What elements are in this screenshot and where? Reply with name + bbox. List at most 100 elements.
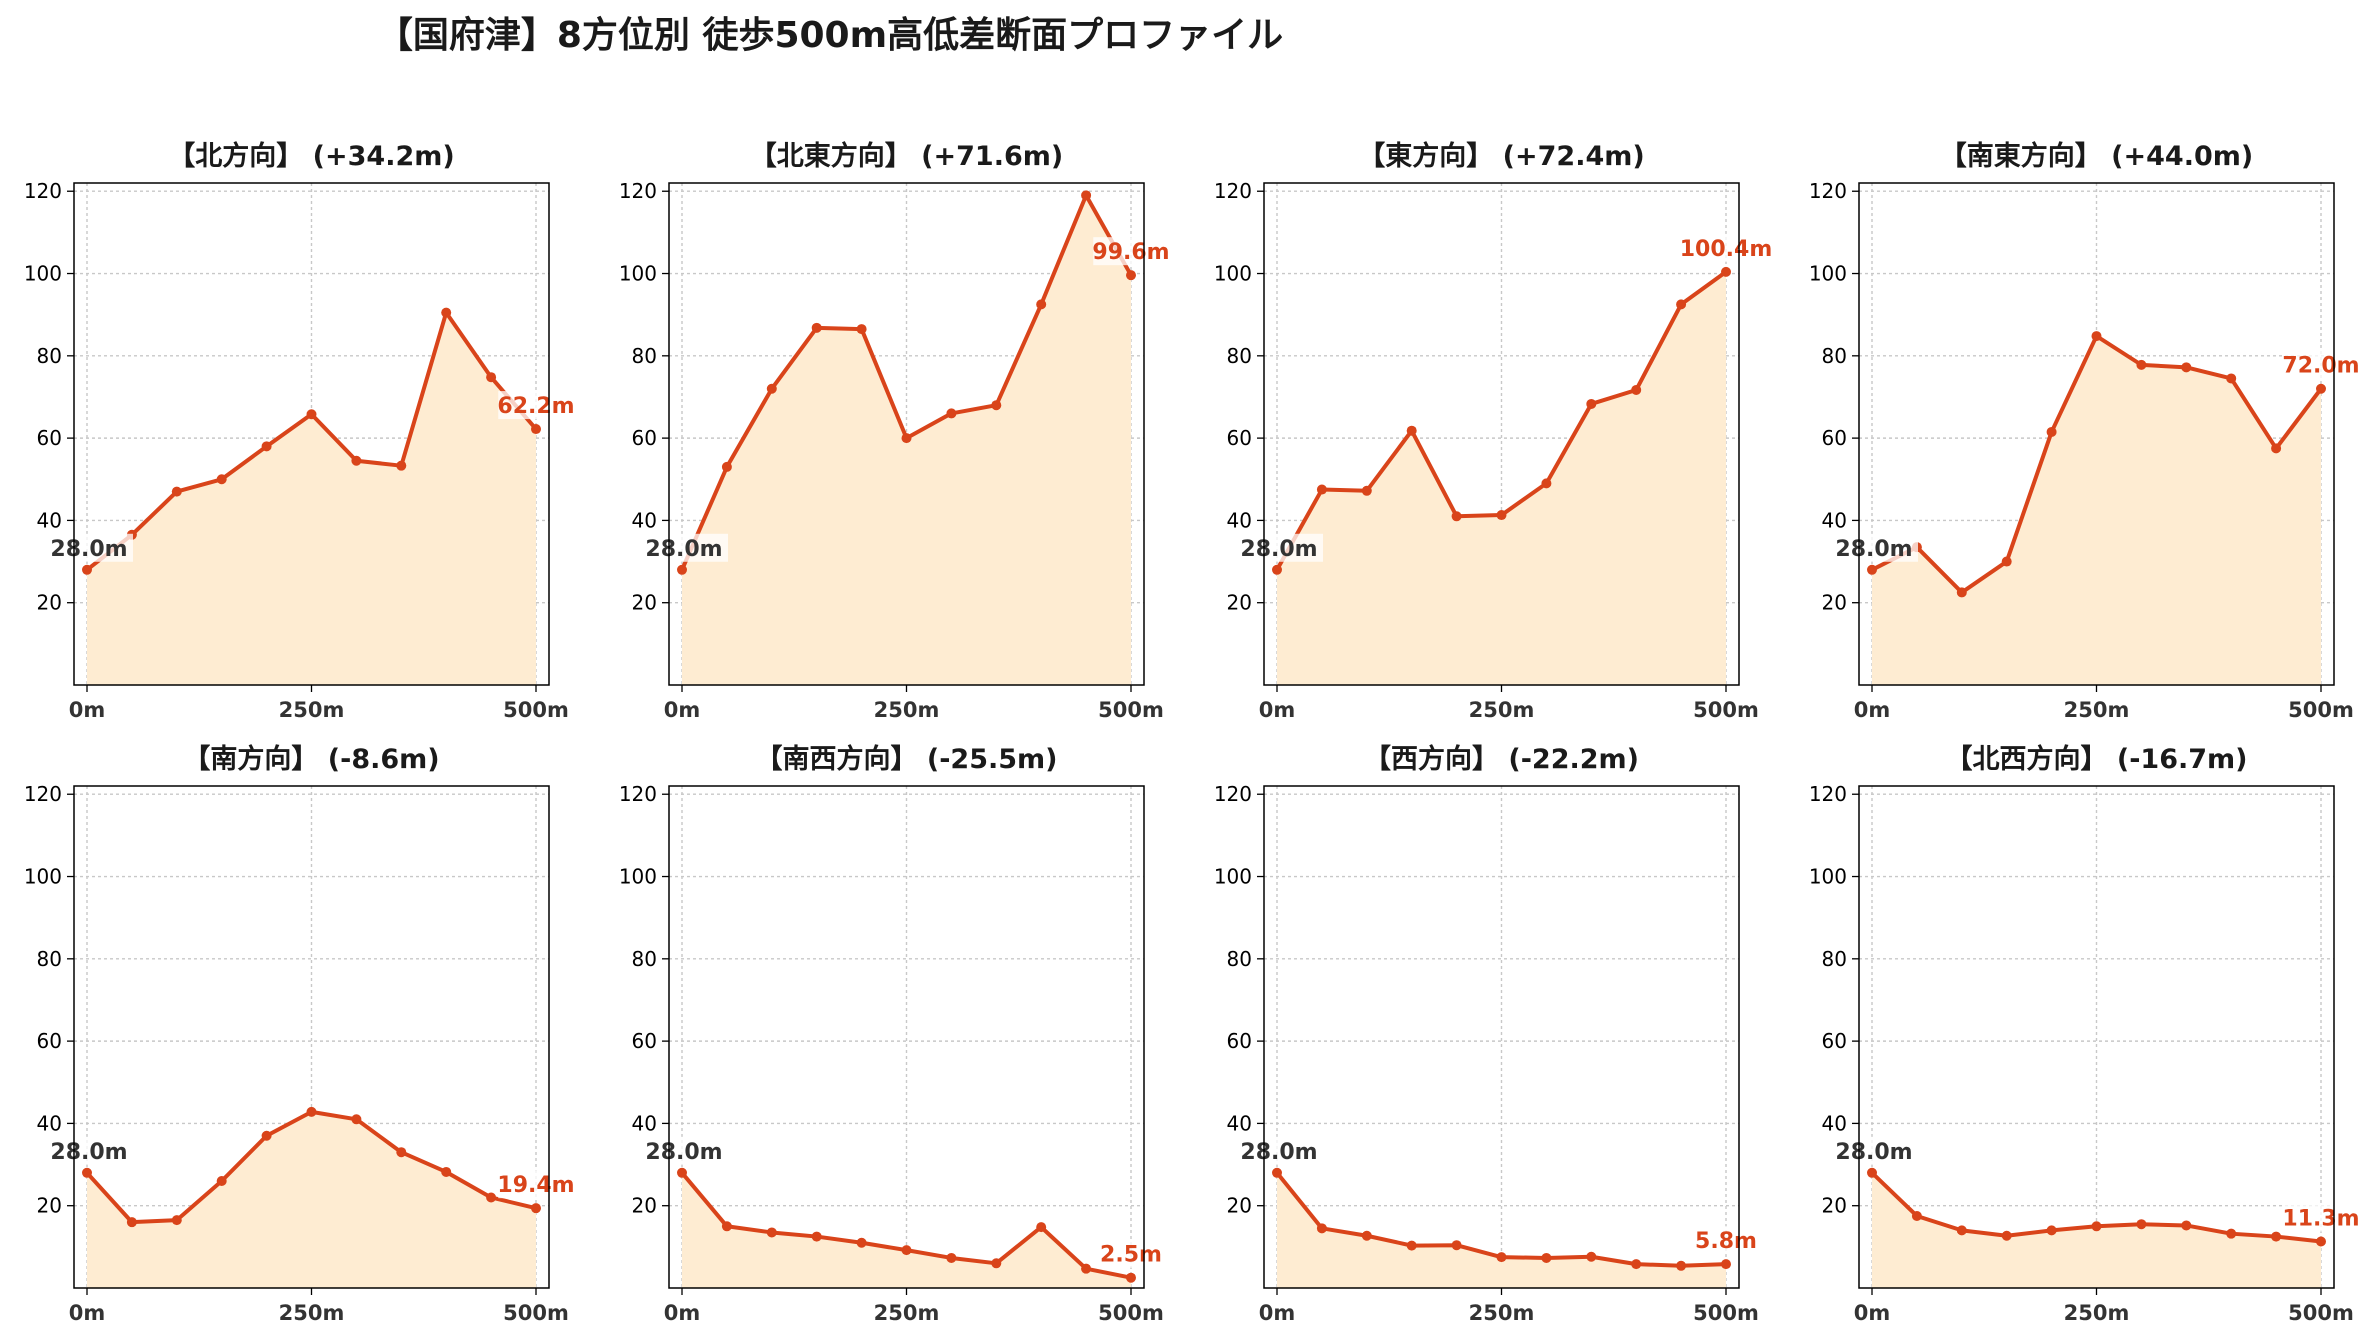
y-tick-label: 20	[37, 591, 62, 615]
start-label-bg	[1834, 533, 1918, 562]
area-fill	[1277, 271, 1726, 685]
data-point	[1956, 587, 1967, 598]
data-point	[2226, 1228, 2237, 1239]
data-point	[1406, 1240, 1417, 1251]
subplot-5: 【南西方向】 (-25.5m) 20 40 60 80 100 120 0m 250m 500m 2…	[619, 743, 1164, 1325]
subplot-2: 【東方向】 (+72.4m) 20 40 60 80 100 120 0m 250m 500m 28…	[1214, 140, 1772, 722]
y-tick-label: 100	[1214, 262, 1252, 286]
y-tick-label: 60	[1822, 1029, 1847, 1053]
x-tick-label: 0m	[1854, 698, 1891, 722]
data-point	[261, 441, 272, 452]
data-point	[1361, 485, 1372, 496]
data-point	[1451, 511, 1462, 522]
x-tick-label: 500m	[2288, 698, 2354, 722]
y-tick-label: 120	[619, 782, 657, 806]
data-point	[531, 1203, 541, 1214]
x-tick-label: 500m	[1693, 1301, 1759, 1325]
data-point	[901, 433, 912, 444]
y-tick-label: 80	[1227, 947, 1252, 971]
data-point	[351, 1114, 362, 1125]
data-point	[856, 1237, 867, 1248]
y-tick-label: 40	[37, 1111, 62, 1135]
end-label: 2.5m	[1100, 1243, 1162, 1268]
data-point	[1406, 425, 1417, 436]
y-tick-label: 120	[619, 179, 657, 203]
end-label: 62.2m	[497, 394, 574, 419]
data-point	[396, 1147, 407, 1158]
data-point	[1676, 1260, 1687, 1271]
data-point	[946, 1252, 957, 1263]
x-tick-label: 0m	[1259, 1301, 1296, 1325]
subplot-title: 【北西方向】 (-16.7m)	[1945, 743, 2247, 775]
data-point	[2136, 359, 2147, 370]
axes-frame	[668, 785, 1145, 1289]
data-point	[1721, 266, 1731, 277]
data-point	[531, 424, 541, 435]
x-tick-label: 0m	[664, 1301, 701, 1325]
data-point	[171, 1215, 182, 1226]
data-point	[1541, 1252, 1552, 1263]
x-tick-label: 0m	[69, 1301, 106, 1325]
data-point	[351, 455, 362, 466]
x-tick-label: 0m	[1854, 1301, 1891, 1325]
data-point	[1316, 1223, 1327, 1234]
data-point	[1676, 299, 1687, 310]
y-tick-label: 20	[1822, 591, 1847, 615]
data-point	[2316, 383, 2326, 394]
data-point	[1272, 1167, 1282, 1178]
subplot-1: 【北東方向】 (+71.6m) 20 40 60 80 100 120 0m 250m 500m 2…	[619, 140, 1170, 722]
y-tick-label: 100	[1809, 262, 1847, 286]
start-label: 28.0m	[50, 537, 127, 562]
data-point	[901, 1245, 912, 1256]
end-label-bg	[1695, 1226, 1757, 1255]
x-tick-label: 500m	[1693, 698, 1759, 722]
y-tick-label: 100	[24, 865, 62, 889]
y-tick-label: 60	[1227, 426, 1252, 450]
x-tick-label: 500m	[2288, 1301, 2354, 1325]
x-tick-label: 0m	[1259, 698, 1296, 722]
subplot-title: 【北方向】 (+34.2m)	[168, 140, 454, 172]
data-point	[1361, 1230, 1372, 1241]
data-point	[1956, 1225, 1967, 1236]
data-point	[1272, 564, 1282, 575]
start-label-bg	[49, 1136, 133, 1165]
x-tick-label: 500m	[1098, 1301, 1164, 1325]
axes-frame	[668, 182, 1145, 686]
y-tick-label: 80	[632, 947, 657, 971]
y-tick-label: 80	[37, 947, 62, 971]
start-label-bg	[1239, 1136, 1323, 1165]
y-tick-label: 60	[37, 426, 62, 450]
y-tick-label: 40	[37, 508, 62, 532]
y-tick-label: 100	[619, 865, 657, 889]
subplot-7: 【北西方向】 (-16.7m) 20 40 60 80 100 120 0m 250m 500m 2…	[1809, 743, 2360, 1325]
data-point	[766, 1227, 777, 1238]
end-label-bg	[498, 1170, 574, 1199]
data-point	[1721, 1259, 1731, 1270]
subplot-title: 【南東方向】 (+44.0m)	[1940, 140, 2253, 172]
end-label-bg	[1093, 237, 1169, 266]
y-tick-label: 120	[1214, 179, 1252, 203]
y-tick-label: 80	[1822, 947, 1847, 971]
data-point	[946, 408, 957, 419]
end-label-bg	[2283, 350, 2359, 379]
subplot-0: 【北方向】 (+34.2m) 20 40 60 80 100 120 0m 250m 500m 28…	[24, 140, 575, 722]
end-label-bg	[1681, 233, 1771, 262]
x-tick-label: 0m	[69, 698, 106, 722]
start-label: 28.0m	[1240, 537, 1317, 562]
data-point	[1036, 299, 1047, 310]
data-point	[991, 400, 1002, 411]
data-point	[2046, 1225, 2057, 1236]
x-tick-label: 250m	[874, 698, 940, 722]
x-tick-label: 250m	[874, 1301, 940, 1325]
end-label-bg	[498, 391, 574, 420]
data-point	[216, 1176, 227, 1187]
subplot-title: 【西方向】 (-22.2m)	[1364, 743, 1639, 775]
data-point	[1586, 398, 1597, 409]
data-point	[2091, 331, 2102, 342]
data-point	[1631, 384, 1642, 395]
data-point	[1451, 1240, 1462, 1251]
x-tick-label: 250m	[2064, 698, 2130, 722]
axes-frame	[1858, 182, 2335, 686]
